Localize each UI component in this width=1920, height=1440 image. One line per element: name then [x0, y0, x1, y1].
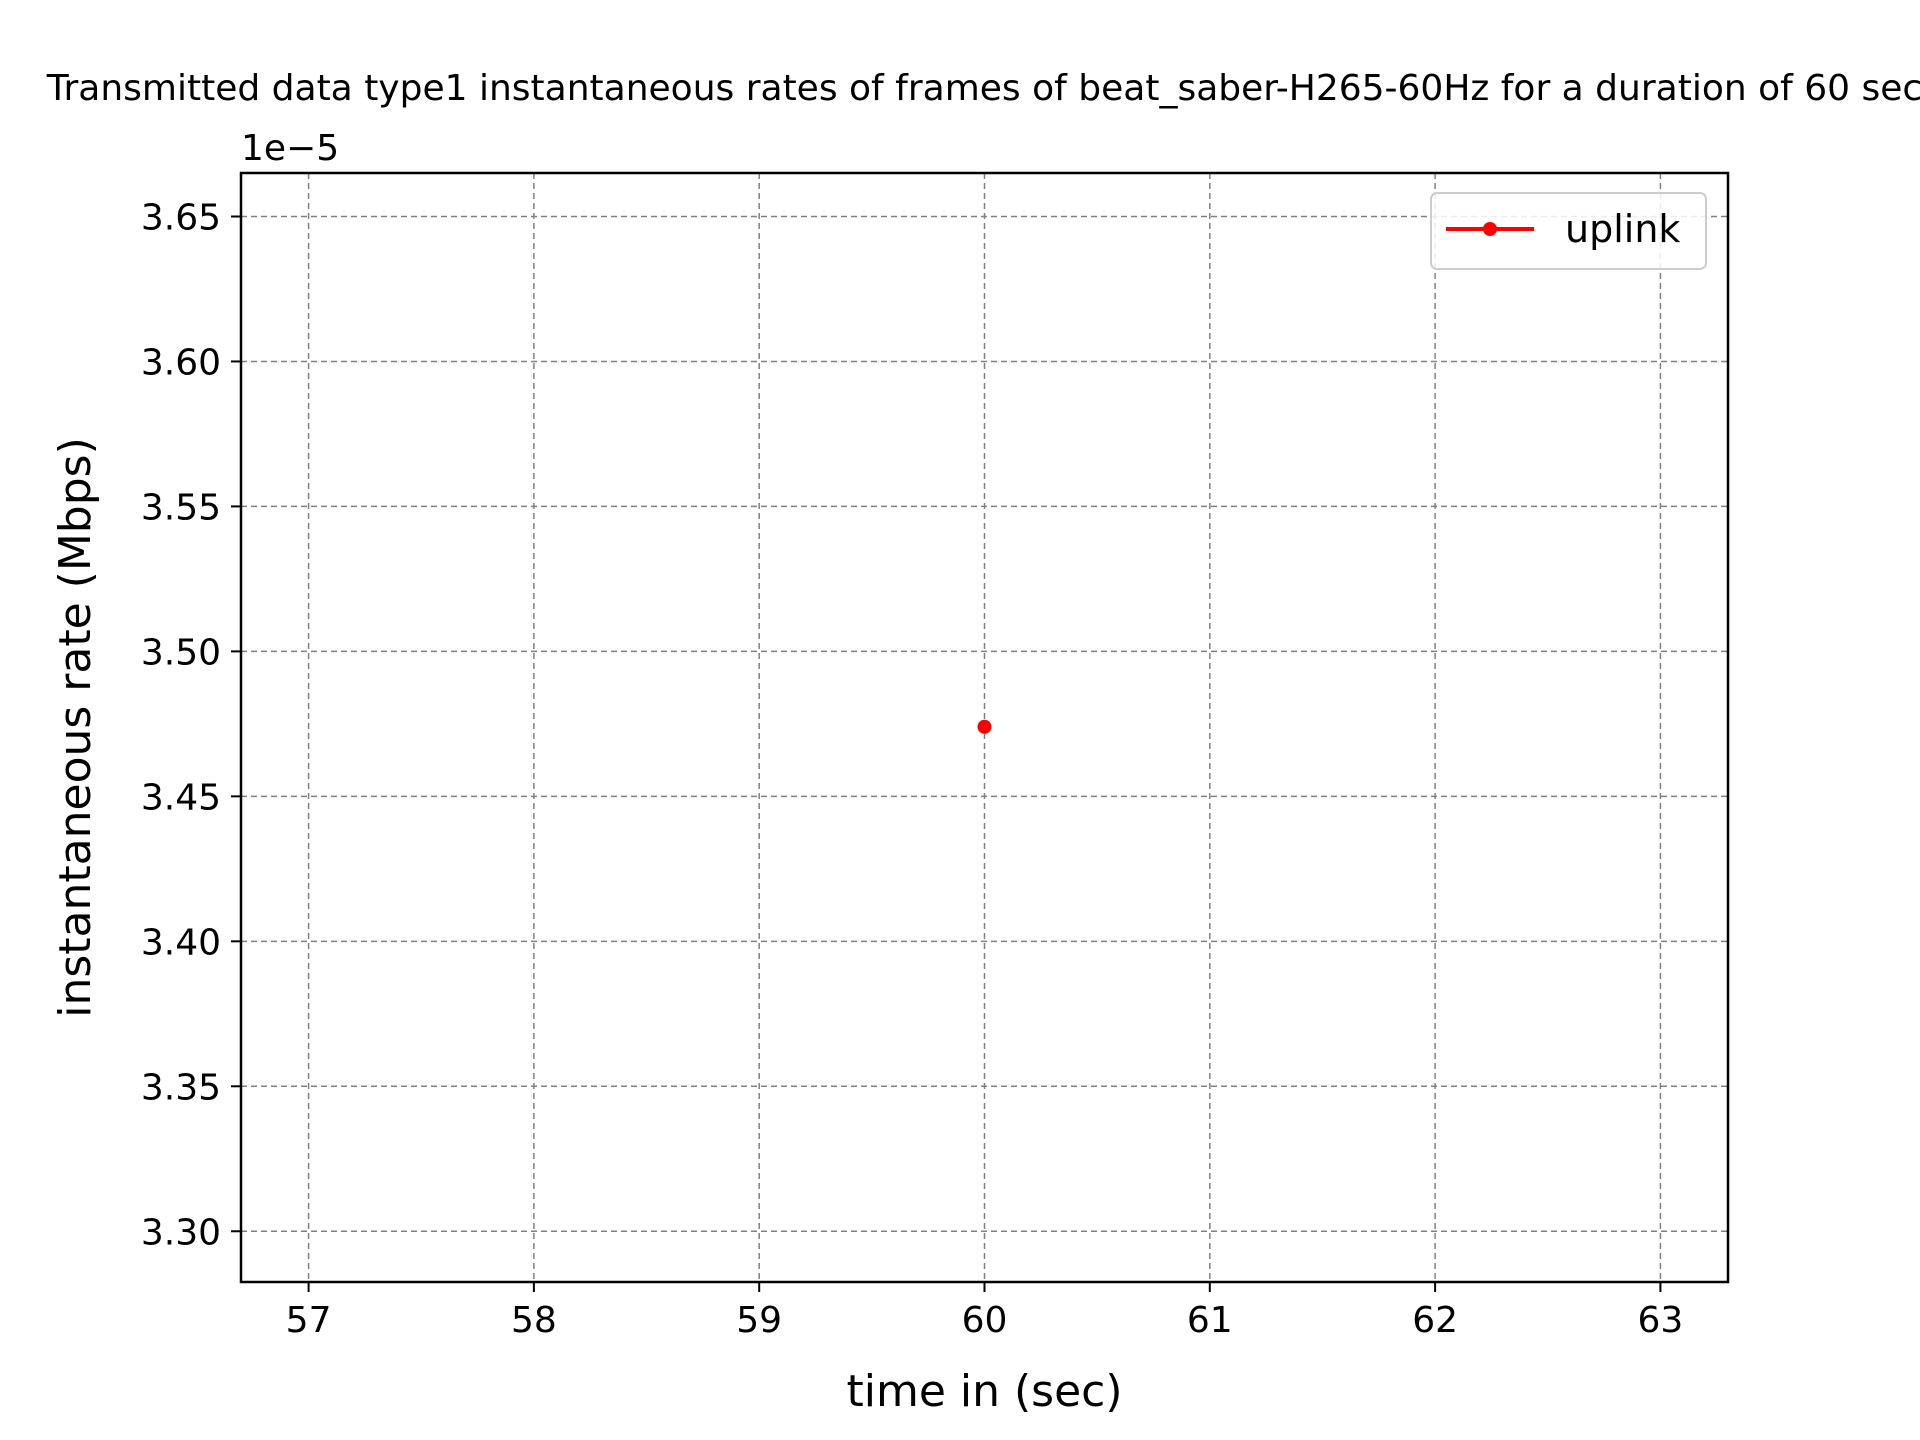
- x-tick-label: 60: [962, 1300, 1008, 1341]
- plot-data: [977, 719, 992, 734]
- x-tick-label: 59: [736, 1300, 782, 1341]
- y-axis-label: instantaneous rate (Mbps): [50, 437, 101, 1017]
- x-tick-label: 63: [1638, 1300, 1684, 1341]
- y-tick-label: 3.55: [141, 487, 221, 528]
- axis-ticks: 57 58 59 60 61 62 63 3.30 3.35 3.40 3.45 3.50 3.55 3.…: [141, 197, 1683, 1341]
- x-tick-label: 58: [511, 1300, 557, 1341]
- legend-box: [1430, 192, 1707, 270]
- x-tick-label: 57: [286, 1300, 332, 1341]
- legend: uplink: [1430, 192, 1707, 270]
- y-tick-label: 3.40: [141, 922, 221, 963]
- y-tick-label: 3.45: [141, 777, 221, 818]
- grid: [241, 173, 1728, 1282]
- x-tick-label: 62: [1412, 1300, 1458, 1341]
- x-tick-label: 61: [1187, 1300, 1233, 1341]
- y-tick-label: 3.60: [141, 342, 221, 383]
- y-offset-label: 1e−5: [241, 128, 339, 169]
- y-tick-label: 3.65: [141, 197, 221, 238]
- legend-label-uplink: uplink: [1565, 207, 1680, 251]
- y-tick-label: 3.50: [141, 632, 221, 673]
- x-axis-label: time in (sec): [846, 1366, 1122, 1417]
- chart-title: Transmitted data type1 instantaneous rat…: [46, 68, 1920, 109]
- data-point: [977, 719, 992, 734]
- y-tick-label: 3.35: [141, 1067, 221, 1108]
- legend-swatch-marker: [1483, 222, 1497, 236]
- y-tick-label: 3.30: [141, 1212, 221, 1253]
